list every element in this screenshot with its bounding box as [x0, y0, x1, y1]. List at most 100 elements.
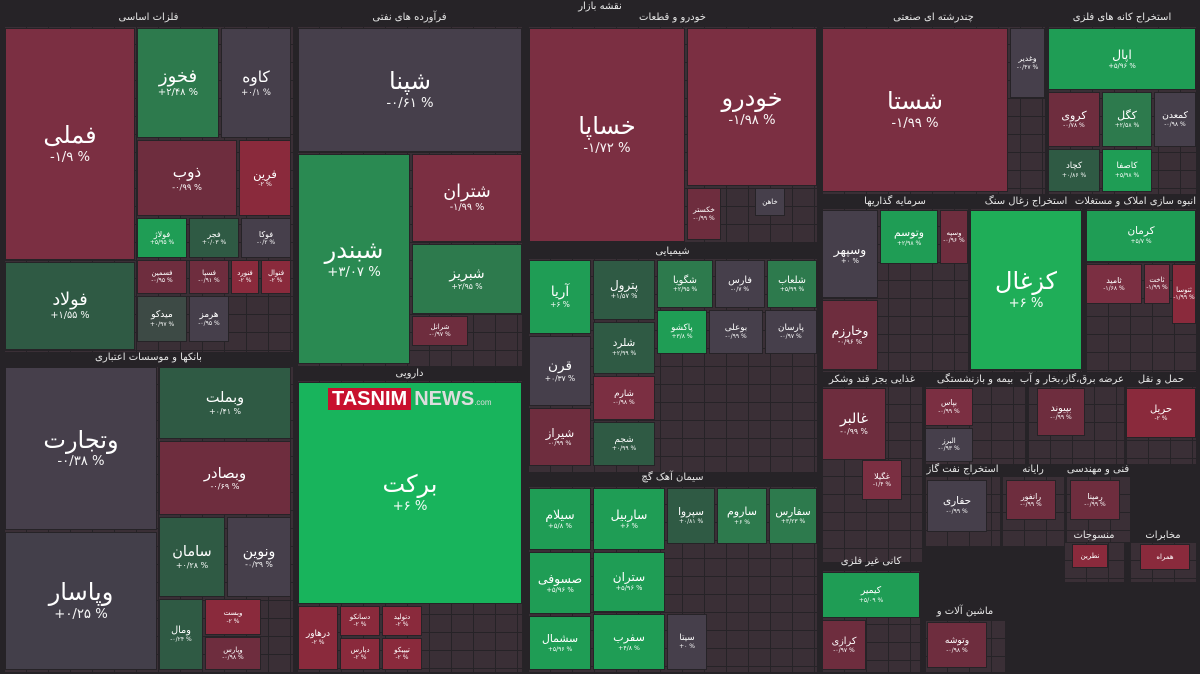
stock-change: -۲ % — [1154, 415, 1168, 423]
stock-tile: ساربیل +۶ % — [593, 488, 665, 550]
stock-tile: شبندر +۳/۰۷ % — [298, 154, 410, 364]
stock-name: وبملت — [205, 389, 245, 406]
stock-name: فولاد — [52, 290, 88, 311]
stock-tile: کروی -۰/۷۸ % — [1048, 92, 1100, 147]
stock-name: شارم — [614, 389, 634, 400]
stock-change: +۵/۹۸ % — [1114, 171, 1140, 179]
stock-tile: کگل +۲/۵۸ % — [1102, 92, 1152, 147]
stock-name: خودرو — [721, 84, 783, 113]
stock-change: -۲ % — [353, 621, 367, 629]
stock-tile: وپارس -۰/۹۸ % — [205, 637, 261, 670]
stock-name: پاکشو — [671, 323, 693, 334]
stock-change: -۰/۹۱ % — [198, 277, 220, 285]
stock-tile: فولاژ +۵/۹۵ % — [137, 218, 187, 258]
stock-change: +۲/۴۸ % — [157, 87, 199, 99]
stock-change: -۱/۴ % — [872, 481, 892, 488]
stock-name: قرن — [547, 357, 573, 374]
stock-change: +۲/۹۵ % — [451, 282, 483, 292]
stock-tile: سشمال +۵/۹۶ % — [529, 616, 591, 670]
stock-change: +۳/۲۳ % — [780, 518, 806, 526]
stock-change: -۰/۳۹ % — [245, 560, 273, 570]
stock-change: +۵/۷ % — [1130, 238, 1152, 246]
stock-change: -۰/۴۷ % — [1016, 63, 1039, 71]
stock-name: ومال — [171, 625, 191, 637]
stock-name: وسپهر — [833, 242, 867, 257]
stock-change: -۲ % — [395, 621, 409, 629]
stock-tile: پترول +۱/۵۷ % — [593, 260, 655, 320]
stock-change: -۰/۷ % — [730, 285, 750, 293]
stock-tile: کچاد +۰/۸۶ % — [1048, 149, 1100, 192]
stock-change: +۰/۳۷ % — [544, 374, 576, 384]
stock-name: سیتا — [679, 633, 695, 644]
stock-tile: کرمان +۵/۷ % — [1086, 210, 1196, 262]
stock-change: +۰/۲۸ % — [175, 560, 209, 570]
stock-tile: فرین -۲ % — [239, 140, 291, 216]
stock-change: +۰/۸۱ % — [678, 518, 704, 526]
stock-name: رانفور — [1020, 491, 1042, 501]
stock-change: -۰/۹۸ % — [946, 646, 968, 654]
stock-name: وبصادر — [203, 464, 247, 482]
stock-change: -۱/۹۹ % — [449, 202, 485, 214]
stock-name: شستا — [886, 87, 944, 116]
stock-change: -۲ % — [238, 277, 252, 285]
stock-name: وتوسم — [893, 226, 925, 240]
stock-change: -۰/۹۹ % — [946, 508, 968, 516]
stock-tile: فارس -۰/۷ % — [715, 260, 765, 308]
sector-title: غذایی بجز قند وشکر — [829, 374, 915, 385]
stock-change: +۲/۹۸ % — [896, 239, 922, 247]
stock-name: وتوشه — [944, 635, 970, 647]
stock-tile: فولاد +۱/۵۵ % — [5, 262, 135, 350]
stock-name: هرمز — [199, 310, 219, 321]
stock-tile: شیراز -۰/۹۹ % — [529, 408, 591, 466]
stock-change: +۰ % — [841, 257, 859, 266]
stock-change: -۰/۹۹ % — [1020, 501, 1042, 508]
stock-change: -۰/۹۹ % — [693, 214, 715, 222]
stock-tile: حفاری -۰/۹۹ % — [927, 480, 987, 532]
stock-name: وخارزم — [831, 323, 869, 338]
stock-tile: رانفور -۰/۹۹ % — [1006, 480, 1056, 520]
stock-name: فوکا — [258, 229, 274, 239]
stock-name: سامان — [172, 543, 212, 560]
sector-title: رایانه — [1022, 464, 1044, 475]
stock-name: کرمان — [1127, 225, 1155, 238]
stock-name: دسانکو — [349, 613, 371, 622]
stock-tile: قرن +۰/۳۷ % — [529, 336, 591, 406]
sector-title: خودرو و قطعات — [639, 12, 706, 23]
stock-name: ذوب — [172, 163, 202, 182]
stock-change: -۰/۳۸ % — [57, 454, 105, 470]
stock-name: کمعدن — [1162, 109, 1188, 121]
stock-tile: هرمز -۰/۹۵ % — [189, 296, 229, 342]
stock-change: +۶ % — [619, 522, 638, 531]
sector-title: سیمان آهک گچ — [641, 472, 704, 483]
stock-change: +۵/۹۹ % — [779, 285, 805, 293]
sector-title: استخراج زغال سنگ — [984, 196, 1068, 207]
stock-change: +۵/۰۹ % — [858, 596, 884, 604]
sector-title: سرمایه گذاریها — [864, 196, 926, 207]
sector-title: بیمه و بازنشستگی — [936, 374, 1014, 385]
stock-change: -۰/۹۵ % — [198, 320, 220, 328]
stock-tile: شبریز +۲/۹۵ % — [412, 244, 522, 314]
stock-name: وتجارت — [43, 425, 119, 454]
stock-tile: وبصادر -۰/۶۹ % — [159, 441, 291, 515]
stock-tile: شلعاب +۵/۹۹ % — [767, 260, 817, 308]
stock-tile: سامان +۰/۲۸ % — [159, 517, 225, 597]
stock-change: +۶ % — [1008, 295, 1044, 311]
stock-tile: فملی -۱/۹ % — [5, 28, 135, 260]
stock-change: -۰/۶۹ % — [210, 480, 240, 491]
sector-title: شیمیایی — [655, 246, 690, 257]
stock-name: ستران — [612, 570, 646, 585]
stock-tile: شستا -۱/۹۹ % — [822, 28, 1008, 192]
stock-name: کاصفا — [1116, 160, 1138, 171]
sector-title: فرآورده های نفتی — [372, 12, 447, 23]
stock-name: درهاور — [306, 629, 330, 640]
sector-title: فنی و مهندسی — [1066, 464, 1130, 475]
sector-title: ماشین آلات و — [936, 606, 994, 617]
sector-title: حمل و نقل — [1137, 374, 1185, 385]
stock-name: شگویا — [673, 274, 697, 286]
stock-tile: تیپیکو -۲ % — [382, 638, 422, 670]
stock-change: +۴/۸ % — [618, 644, 640, 652]
stock-change: -۰/۲ % — [256, 239, 276, 246]
stock-name: فنورد — [237, 269, 253, 278]
stock-tile: وخارزم -۰/۹۶ % — [822, 300, 878, 370]
stock-change: -۰/۹۹ % — [1084, 501, 1106, 508]
